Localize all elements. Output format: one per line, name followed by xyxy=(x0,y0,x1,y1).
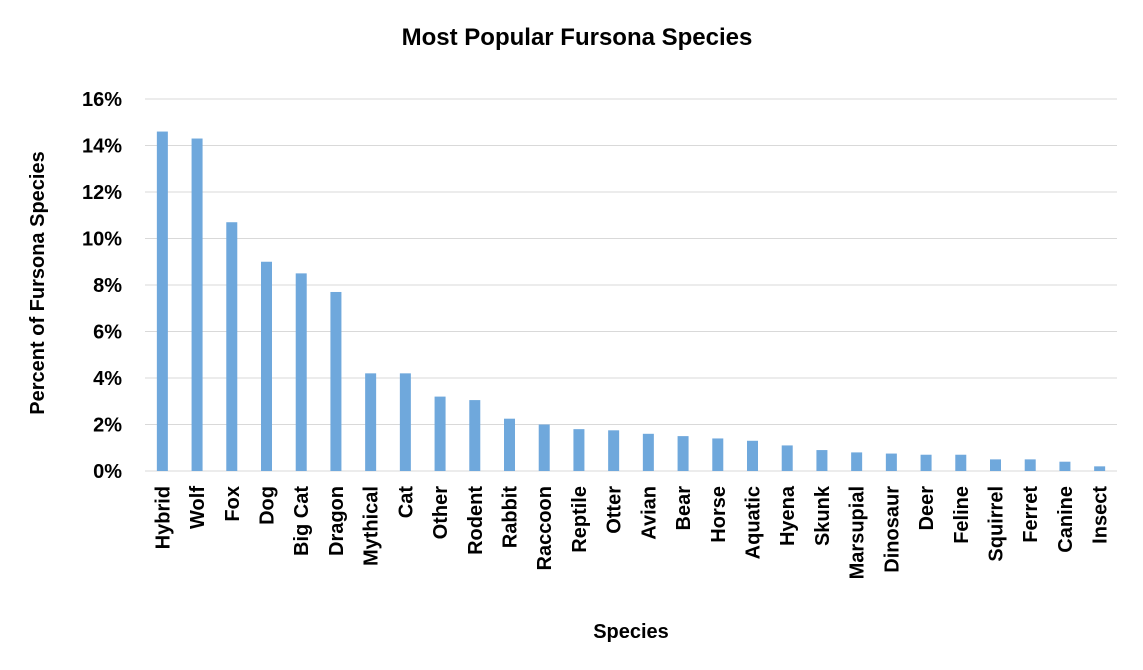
x-category-label: Hybrid xyxy=(152,486,174,549)
x-category-label: Other xyxy=(430,486,452,540)
bar-deer xyxy=(920,454,932,471)
y-axis-title: Percent of Fursona Species xyxy=(27,151,49,414)
bar-hybrid xyxy=(156,131,168,472)
x-category-label: Fox xyxy=(222,486,244,522)
y-tick-labels: 0% 2% 4% 6% 8% 10% 12% 14% 16% xyxy=(82,89,122,483)
x-category-label: Dog xyxy=(257,486,279,525)
y-tick-label: 12% xyxy=(82,182,122,204)
x-category-label: Mythical xyxy=(361,486,383,566)
bar-otter xyxy=(608,430,620,471)
bar-wolf xyxy=(191,138,203,471)
x-category-label: Canine xyxy=(1055,486,1077,553)
bar-rodent xyxy=(469,400,481,471)
x-category-label: Skunk xyxy=(812,485,834,546)
bar-reptile xyxy=(573,429,585,471)
bar-aquatic xyxy=(747,440,758,471)
bar-skunk xyxy=(816,450,828,471)
x-category-label: Bear xyxy=(673,486,695,531)
bar-fox xyxy=(226,222,238,471)
gridlines xyxy=(145,98,1117,472)
x-category-label: Cat xyxy=(395,486,417,519)
bar-mythical xyxy=(365,373,377,471)
x-category-label: Squirrel xyxy=(986,486,1008,562)
x-category-labels: Hybrid Wolf Fox Dog Big Cat Dragon Mythical Cat… xyxy=(152,485,1111,579)
bar-cat xyxy=(399,373,411,471)
x-category-label: Rabbit xyxy=(500,486,522,549)
chart-title: Most Popular Fursona Species xyxy=(402,24,753,51)
bar-squirrel xyxy=(990,459,1001,471)
bar-ferret xyxy=(1024,459,1036,471)
x-category-label: Aquatic xyxy=(743,486,765,559)
x-category-label: Feline xyxy=(951,486,973,544)
x-category-label: Horse xyxy=(708,486,730,543)
bar-dinosaur xyxy=(885,453,897,471)
x-category-label: Ferret xyxy=(1020,486,1042,543)
x-category-label: Marsupial xyxy=(847,486,869,579)
bar-raccoon xyxy=(538,424,550,471)
y-tick-label: 6% xyxy=(93,322,122,344)
bar-rabbit xyxy=(504,418,515,471)
bar-other xyxy=(434,396,446,471)
bars xyxy=(156,131,1106,472)
x-category-label: Hyena xyxy=(777,485,799,546)
x-category-label: Wolf xyxy=(187,486,209,529)
x-category-label: Insect xyxy=(1090,486,1112,544)
y-tick-label: 16% xyxy=(82,89,122,111)
y-tick-label: 0% xyxy=(93,461,122,483)
x-category-label: Big Cat xyxy=(291,486,313,556)
x-axis-title: Species xyxy=(593,621,669,643)
x-category-label: Otter xyxy=(604,486,626,534)
bar-feline xyxy=(955,454,967,471)
bar-hyena xyxy=(781,445,793,471)
bar-dragon xyxy=(330,291,342,471)
x-category-label: Dragon xyxy=(326,486,348,556)
bar-big-cat xyxy=(295,273,307,471)
x-category-label: Reptile xyxy=(569,486,591,553)
bar-insect xyxy=(1094,466,1106,471)
x-category-label: Dinosaur xyxy=(881,486,903,573)
bar-horse xyxy=(712,438,724,471)
y-tick-label: 2% xyxy=(93,415,122,437)
x-category-label: Deer xyxy=(916,486,938,531)
y-tick-label: 4% xyxy=(93,368,122,390)
bar-marsupial xyxy=(851,452,863,471)
bar-dog xyxy=(261,261,272,471)
x-category-label: Raccoon xyxy=(534,486,556,570)
x-category-label: Avian xyxy=(638,486,660,540)
y-tick-label: 14% xyxy=(82,136,122,158)
y-tick-label: 10% xyxy=(82,229,122,251)
bar-bear xyxy=(677,436,689,471)
y-tick-label: 8% xyxy=(93,275,122,297)
x-category-label: Rodent xyxy=(465,486,487,555)
bar-canine xyxy=(1059,461,1071,471)
bar-avian xyxy=(642,433,654,471)
